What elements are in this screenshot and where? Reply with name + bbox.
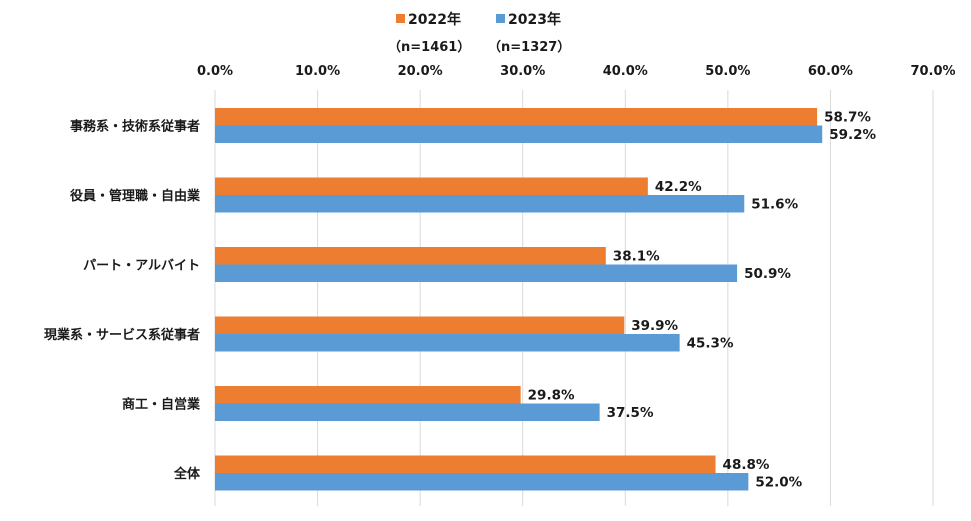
bar-2022年 [215,177,648,195]
value-label: 58.7% [824,110,871,126]
legend-swatch-2023 [496,14,505,23]
x-tick-label: 0.0% [197,64,233,79]
value-label: 37.5% [607,405,654,421]
value-labels: 58.7%59.2% 42.2% 51.6% 38.1% 50.9% 39.9% 45.3%… [528,110,877,491]
legend-label-2023: 2023年 [508,11,561,28]
bar-2022年 [215,316,625,334]
legend-label-2022: 2022年 [408,11,461,28]
category-label: 現業系・サービス系従事者 [44,327,200,343]
gridlines [214,90,934,506]
value-label: 45.3% [687,336,734,352]
category-labels: 事務系・技術系従事者役員・管理職・自由業パート・アルバイト現業系・サービス系従事… [44,119,201,483]
bar-2023年 [215,403,600,421]
bar-2022年 [215,386,521,404]
value-label: 39.9% [631,318,678,334]
x-axis-ticks: 0.0% 10.0% 20.0% 30.0% 40.0% 50.0% 60.0% 70.0% [197,64,956,79]
category-label: 役員・管理職・自由業 [70,188,201,204]
bar-2023年 [215,195,745,213]
legend-swatch-2022 [396,14,405,23]
value-label: 59.2% [829,127,876,143]
x-tick-label: 60.0% [808,64,853,79]
bar-2023年 [215,334,680,352]
x-tick-label: 50.0% [705,64,750,79]
bar-2023年 [215,125,823,143]
value-label: 42.2% [655,179,702,195]
legend-n-2022: （n=1461） [388,39,470,55]
bars [215,108,823,491]
x-tick-label: 30.0% [500,64,545,79]
legend: 2022年 2023年 （n=1461） （n=1327） [388,11,570,55]
category-label: 事務系・技術系従事者 [70,119,200,135]
value-label: 48.8% [723,457,770,473]
value-label: 50.9% [744,266,791,282]
bar-2023年 [215,473,749,491]
bar-2023年 [215,264,738,282]
x-tick-label: 70.0% [910,64,955,79]
value-label: 52.0% [755,475,802,491]
bar-2022年 [215,455,716,473]
legend-n-2023: （n=1327） [488,39,570,55]
value-label: 29.8% [528,388,575,404]
value-label: 51.6% [751,197,798,213]
x-tick-label: 20.0% [398,64,443,79]
x-tick-label: 40.0% [603,64,648,79]
value-label: 38.1% [613,249,660,265]
category-label: パート・アルバイト [83,259,200,274]
category-label: 商工・自営業 [122,397,201,413]
bar-2022年 [215,247,606,265]
x-tick-label: 10.0% [295,64,340,79]
category-label: 全体 [173,466,201,482]
bar-2022年 [215,108,818,126]
